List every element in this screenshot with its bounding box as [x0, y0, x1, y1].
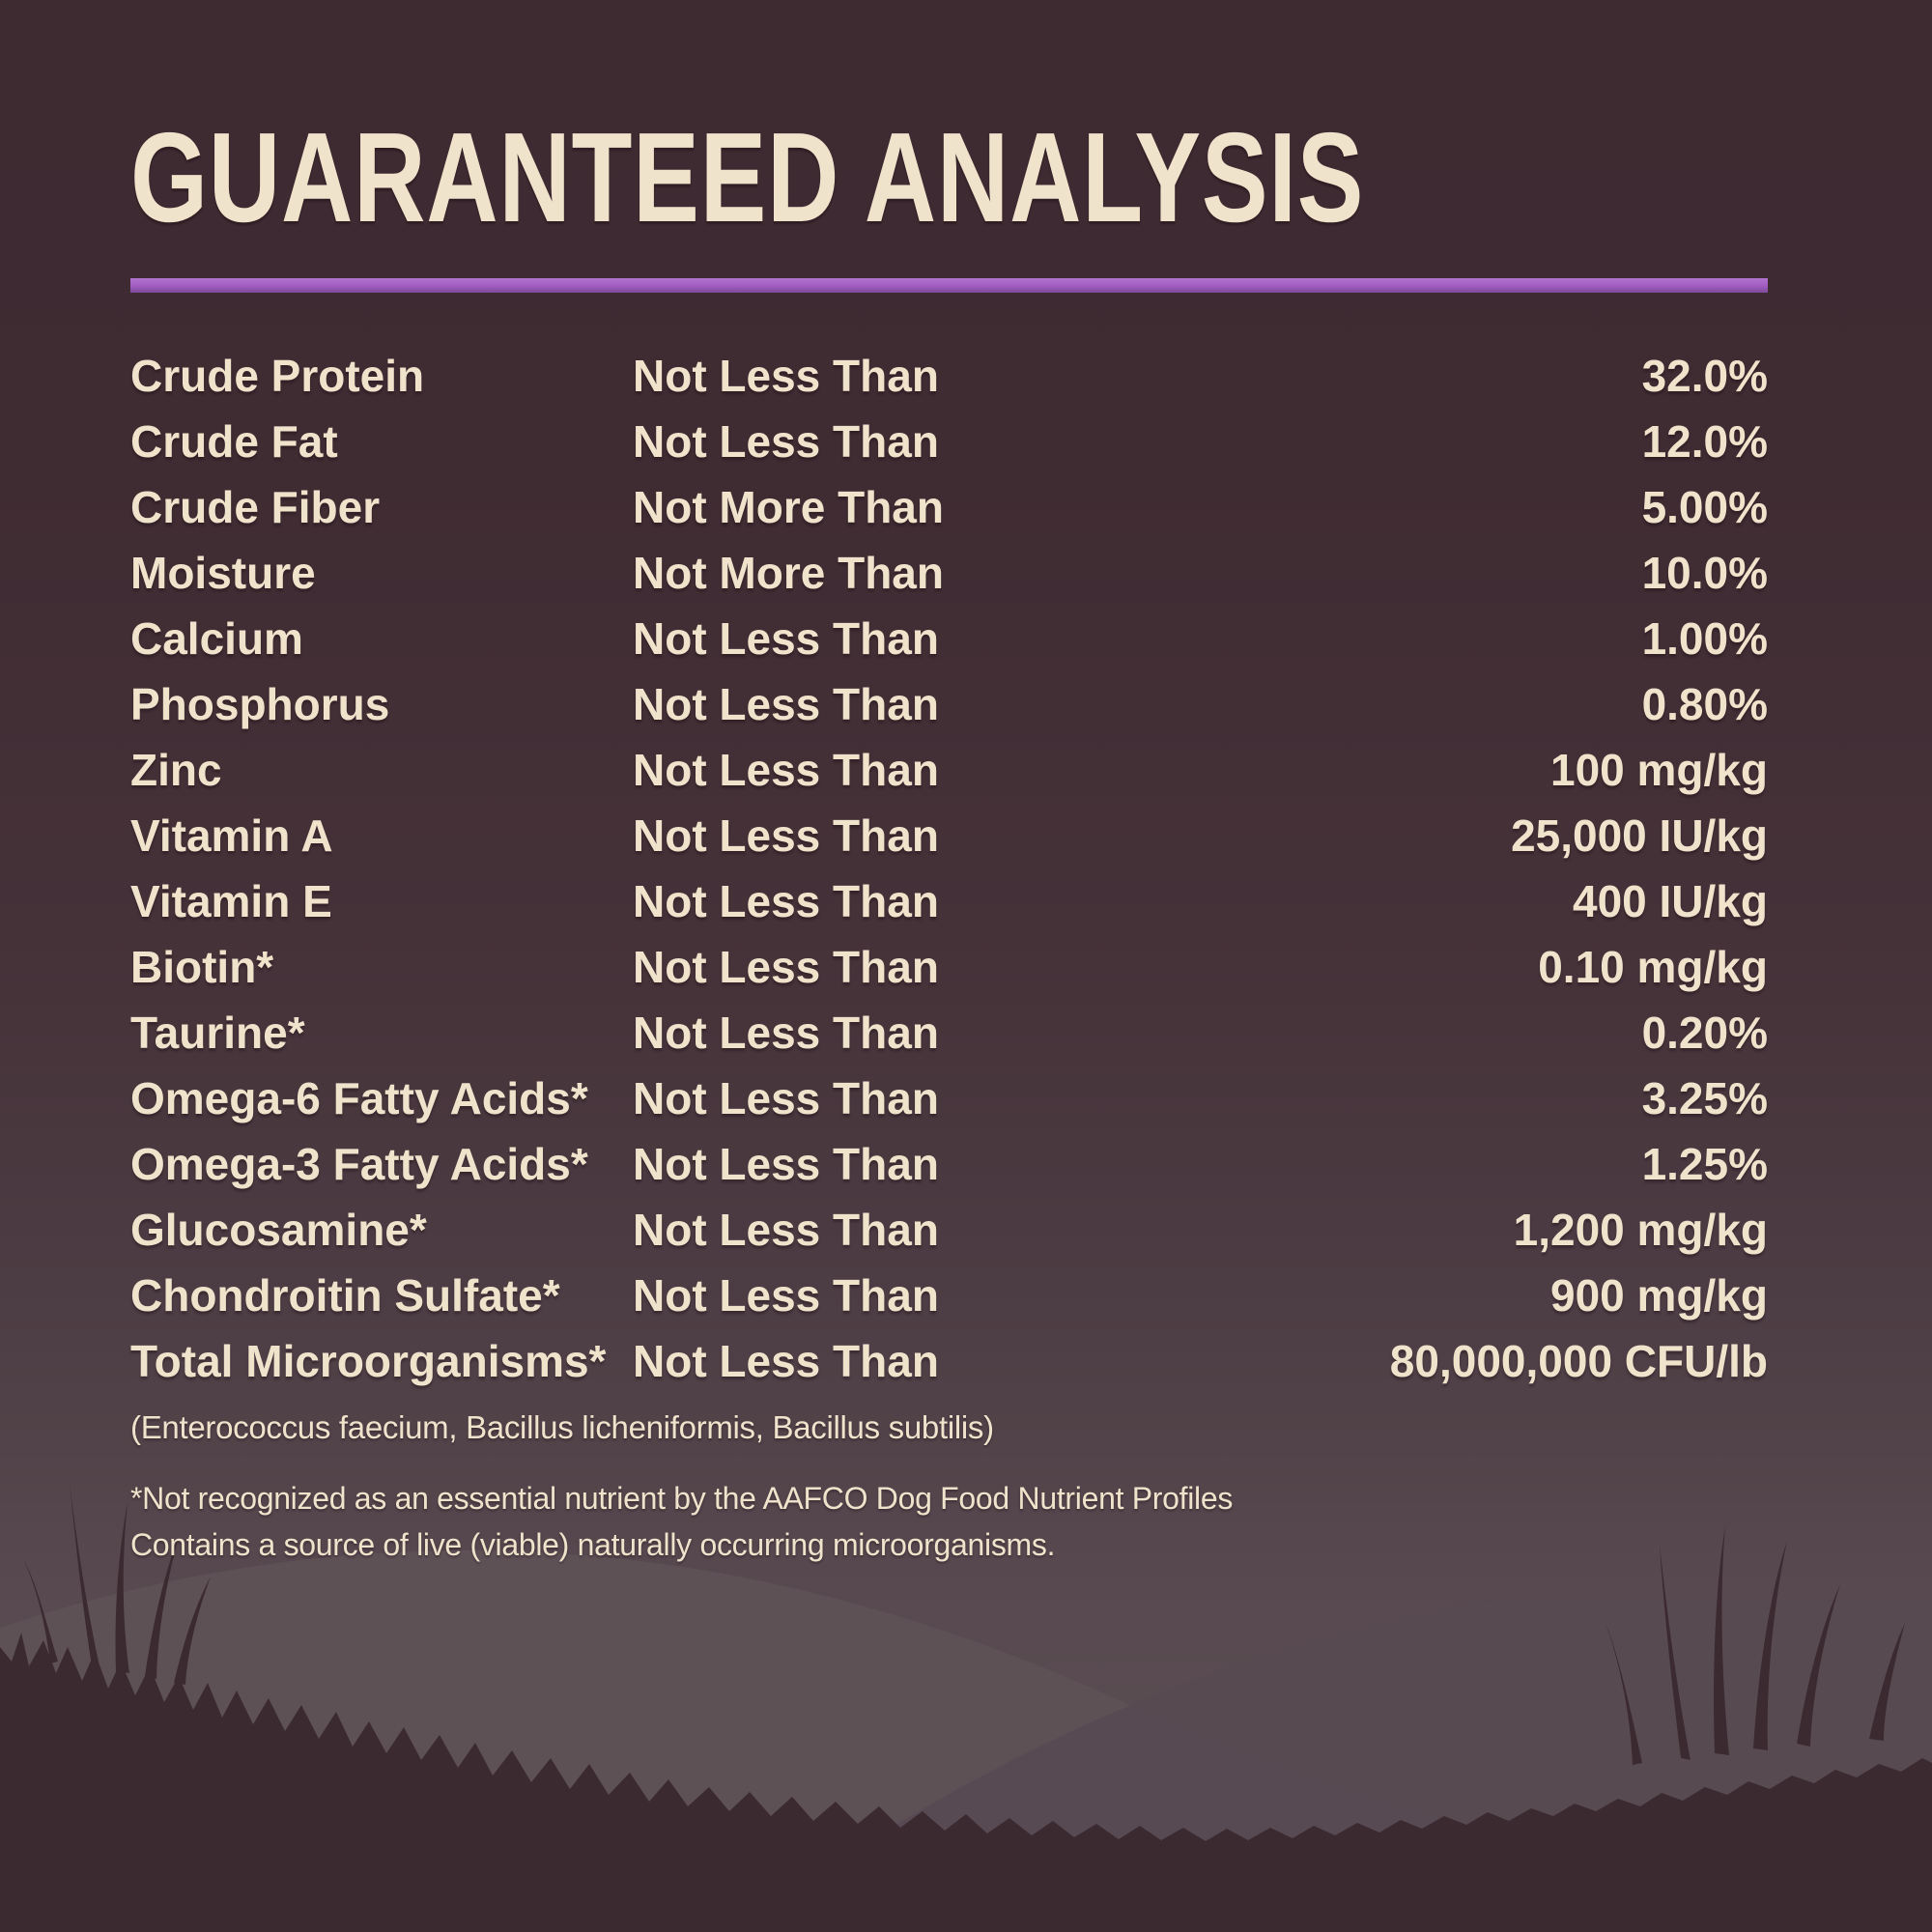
table-row: Crude Fiber Not More Than 5.00% [130, 474, 1768, 540]
table-row: Biotin* Not Less Than 0.10 mg/kg [130, 934, 1768, 1000]
nutrient-name: Vitamin A [130, 810, 333, 861]
nutrient-name: Total Microorganisms* [130, 1336, 607, 1386]
nutrient-value: 12.0% [1641, 416, 1768, 467]
grass-blades-right [1605, 1526, 1905, 1765]
grass-blades-left [24, 1483, 211, 1685]
nutrient-name: Biotin* [130, 942, 274, 992]
aafco-disclaimer-line2: Contains a source of live (viable) natur… [130, 1527, 1056, 1562]
qualifier-text: Not Less Than [633, 1139, 939, 1189]
qualifier-text: Not Less Than [633, 1270, 939, 1321]
guaranteed-analysis-panel: GUARANTEED ANALYSIS Crude Protein Not Les… [130, 114, 1768, 1568]
table-row: Glucosamine* Not Less Than 1,200 mg/kg [130, 1197, 1768, 1263]
microorganism-species-note: (Enterococcus faecium, Bacillus lichenif… [130, 1409, 994, 1445]
nutrient-value: 1,200 mg/kg [1513, 1205, 1768, 1255]
table-row: Taurine* Not Less Than 0.20% [130, 1000, 1768, 1065]
qualifier-text: Not Less Than [633, 942, 939, 992]
qualifier-text: Not Less Than [633, 1336, 939, 1386]
qualifier-text: Not Less Than [633, 1008, 939, 1058]
title-divider [130, 278, 1768, 293]
nutrient-name: Calcium [130, 613, 303, 664]
nutrient-name: Taurine* [130, 1008, 305, 1058]
qualifier-text: Not Less Than [633, 876, 939, 926]
nutrient-value: 0.80% [1641, 679, 1768, 729]
table-row: Total Microorganisms* Not Less Than 80,000… [130, 1328, 1768, 1394]
nutrient-value: 900 mg/kg [1550, 1270, 1768, 1321]
nutrient-name: Moisture [130, 548, 316, 598]
table-row: Omega-6 Fatty Acids* Not Less Than 3.25% [130, 1065, 1768, 1131]
nutrient-value: 80,000,000 CFU/lb [1389, 1336, 1768, 1386]
page-title: GUARANTEED ANALYSIS [130, 114, 1768, 242]
nutrient-value: 5.00% [1641, 482, 1768, 532]
nutrient-value: 0.20% [1641, 1008, 1768, 1058]
table-row: Moisture Not More Than 10.0% [130, 540, 1768, 606]
nutrient-value: 3.25% [1641, 1073, 1768, 1123]
qualifier-text: Not Less Than [633, 679, 939, 729]
nutrient-name: Crude Fiber [130, 482, 381, 532]
qualifier-text: Not More Than [633, 548, 944, 598]
table-row: Omega-3 Fatty Acids* Not Less Than 1.25% [130, 1131, 1768, 1197]
table-row: Chondroitin Sulfate* Not Less Than 900 mg/… [130, 1263, 1768, 1328]
aafco-disclaimer: *Not recognized as an essential nutrient… [130, 1475, 1768, 1568]
nutrient-value: 0.10 mg/kg [1538, 942, 1768, 992]
nutrient-name: Omega-3 Fatty Acids* [130, 1139, 588, 1189]
grass-ridge-silhouette [0, 1633, 1932, 1932]
nutrient-value: 32.0% [1641, 351, 1768, 401]
qualifier-text: Not Less Than [633, 810, 939, 861]
nutrient-name: Zinc [130, 745, 222, 795]
nutrient-value: 100 mg/kg [1550, 745, 1768, 795]
analysis-table: Crude Protein Not Less Than 32.0% Crude Fat… [130, 343, 1768, 1394]
table-row: Vitamin A Not Less Than 25,000 IU/kg [130, 803, 1768, 868]
nutrient-value: 400 IU/kg [1573, 876, 1768, 926]
table-row: Crude Fat Not Less Than 12.0% [130, 409, 1768, 474]
nutrient-name: Vitamin E [130, 876, 332, 926]
qualifier-text: Not Less Than [633, 416, 939, 467]
nutrient-name: Phosphorus [130, 679, 390, 729]
nutrient-name: Crude Protein [130, 351, 425, 401]
page-title-text: GUARANTEED ANALYSIS [130, 106, 1365, 248]
nutrient-value: 10.0% [1641, 548, 1768, 598]
qualifier-text: Not Less Than [633, 613, 939, 664]
qualifier-text: Not More Than [633, 482, 944, 532]
nutrient-name: Crude Fat [130, 416, 338, 467]
nutrient-name: Chondroitin Sulfate* [130, 1270, 560, 1321]
table-row: Phosphorus Not Less Than 0.80% [130, 671, 1768, 737]
table-row: Zinc Not Less Than 100 mg/kg [130, 737, 1768, 803]
qualifier-text: Not Less Than [633, 1073, 939, 1123]
table-row: Vitamin E Not Less Than 400 IU/kg [130, 868, 1768, 934]
grass-landscape-illustration [0, 1483, 1932, 1932]
nutrient-value: 1.25% [1641, 1139, 1768, 1189]
nutrient-name: Glucosamine* [130, 1205, 427, 1255]
aafco-disclaimer-line1: *Not recognized as an essential nutrient… [130, 1481, 1234, 1516]
nutrient-name: Omega-6 Fatty Acids* [130, 1073, 588, 1123]
qualifier-text: Not Less Than [633, 351, 939, 401]
qualifier-text: Not Less Than [633, 1205, 939, 1255]
nutrient-value: 1.00% [1641, 613, 1768, 664]
nutrient-value: 25,000 IU/kg [1511, 810, 1768, 861]
qualifier-text: Not Less Than [633, 745, 939, 795]
table-row: Calcium Not Less Than 1.00% [130, 606, 1768, 671]
table-row: Crude Protein Not Less Than 32.0% [130, 343, 1768, 409]
